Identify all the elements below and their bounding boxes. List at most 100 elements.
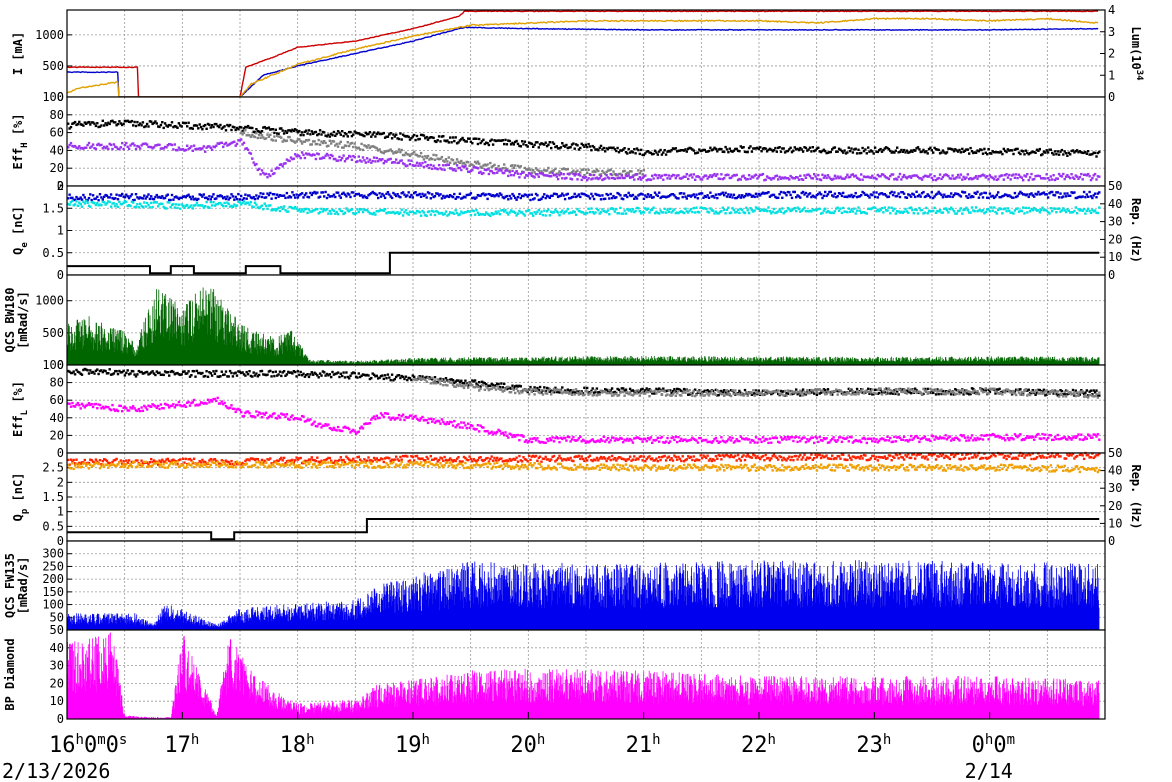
data-point [569,177,572,180]
data-point [516,142,520,146]
data-point [908,194,911,197]
data-point [855,152,859,155]
data-point [807,391,810,395]
data-point [108,122,111,126]
data-point [556,390,560,393]
data-point [836,150,839,153]
data-point [522,194,525,198]
data-point [140,370,143,374]
data-point [1041,390,1044,393]
data-point [919,177,922,180]
data-point [543,209,546,212]
data-point [519,390,522,393]
data-point [718,210,722,214]
data-point [194,404,197,407]
data-point [370,161,373,164]
data-point [796,390,799,394]
data-point [905,389,909,392]
data-point [1040,153,1043,157]
data-point [869,388,873,391]
data-point [1022,193,1025,196]
data-point [521,140,524,143]
data-point [352,145,355,149]
data-point [190,401,193,405]
data-point [952,391,956,394]
data-point [523,140,527,143]
data-point [612,170,615,173]
data-point [136,144,139,148]
data-point [444,423,448,426]
data-point [750,195,754,198]
data-point [584,175,587,179]
data-point [783,394,787,397]
data-point [282,162,286,165]
data-point [527,388,531,391]
data-point [689,208,693,211]
data-point [653,212,657,215]
data-point [983,174,986,177]
data-point [702,196,705,199]
data-point [688,194,691,197]
data-point [696,390,700,393]
data-point [934,388,938,391]
data-point [1075,212,1079,215]
data-point [1037,190,1040,194]
data-point [566,388,569,391]
data-point [479,165,482,168]
data-point [984,176,987,179]
data-point [1095,178,1098,181]
data-point [904,175,907,179]
data-point [370,418,373,421]
data-point [868,392,871,395]
data-point [604,210,607,213]
data-point [995,193,999,197]
data-point [148,372,152,375]
series-3 [67,138,1101,182]
data-point [307,129,311,132]
data-point [240,411,243,414]
data-point [630,210,633,213]
data-point [581,392,585,395]
data-point [447,380,450,383]
data-point [613,392,617,396]
data-point [684,391,687,394]
data-point [176,126,179,129]
data-point [359,194,362,197]
data-point [555,390,558,394]
data-point [785,150,788,153]
data-point [530,212,533,215]
data-point [253,131,257,134]
data-point [889,392,892,395]
data-point [208,401,211,404]
data-point [756,177,759,180]
data-point [429,136,432,139]
data-point [992,206,996,209]
data-point [1060,196,1064,199]
data-point [413,164,416,167]
data-point [815,391,819,394]
data-point [891,150,895,154]
data-point [511,169,514,173]
data-point [1019,175,1022,178]
data-point [819,178,823,182]
data-point [624,151,628,154]
data-point [736,149,740,152]
data-point [749,391,752,394]
data-point [175,372,178,375]
data-point [374,375,377,378]
data-point [375,132,378,136]
data-point [961,388,964,391]
data-point [717,193,720,196]
data-point [891,173,895,176]
data-point [332,209,336,212]
data-point [464,379,467,382]
data-point [649,194,653,197]
data-point [489,387,492,391]
data-point [109,193,113,196]
data-point [530,390,533,394]
data-point [879,387,882,390]
data-point [291,128,294,131]
data-point [382,162,385,165]
data-point [78,371,81,374]
data-point [83,146,86,149]
